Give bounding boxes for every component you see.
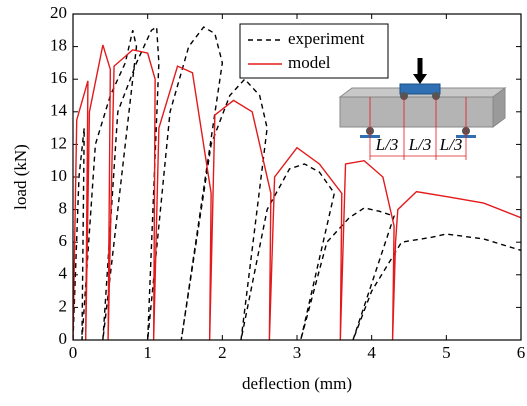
y-tick-label: 2 <box>59 296 68 315</box>
y-tick-label: 14 <box>50 101 68 120</box>
x-axis-label: deflection (mm) <box>242 374 352 393</box>
x-tick-label: 2 <box>218 343 227 362</box>
y-tick-label: 4 <box>59 264 68 283</box>
y-tick-label: 8 <box>59 199 68 218</box>
inset-label: L/3 <box>408 135 432 154</box>
y-tick-label: 0 <box>59 329 68 348</box>
y-axis-label: load (kN) <box>11 144 30 210</box>
x-tick-label: 0 <box>69 343 78 362</box>
inset-diagram: L/3 L/3 L/3 <box>338 58 507 160</box>
legend: experiment model <box>239 23 389 79</box>
y-tick-label: 10 <box>50 166 67 185</box>
legend-label: experiment <box>288 29 365 48</box>
legend-box <box>239 23 389 79</box>
inset-label: L/3 <box>375 135 399 154</box>
x-tick-label: 4 <box>367 343 376 362</box>
y-tick-label: 16 <box>50 68 67 87</box>
x-tick-label: 6 <box>517 343 526 362</box>
series-line <box>73 44 521 340</box>
x-tick-label: 1 <box>143 343 152 362</box>
y-tick-label: 20 <box>50 3 67 22</box>
y-tick-label: 6 <box>59 231 68 250</box>
x-tick-label: 3 <box>293 343 302 362</box>
legend-label: model <box>288 53 331 72</box>
y-tick-label: 18 <box>50 36 67 55</box>
inset-label: L/3 <box>439 135 463 154</box>
plot-frame <box>72 13 522 341</box>
series-line <box>73 25 521 340</box>
y-tick-label: 12 <box>50 133 67 152</box>
x-tick-label: 5 <box>442 343 451 362</box>
